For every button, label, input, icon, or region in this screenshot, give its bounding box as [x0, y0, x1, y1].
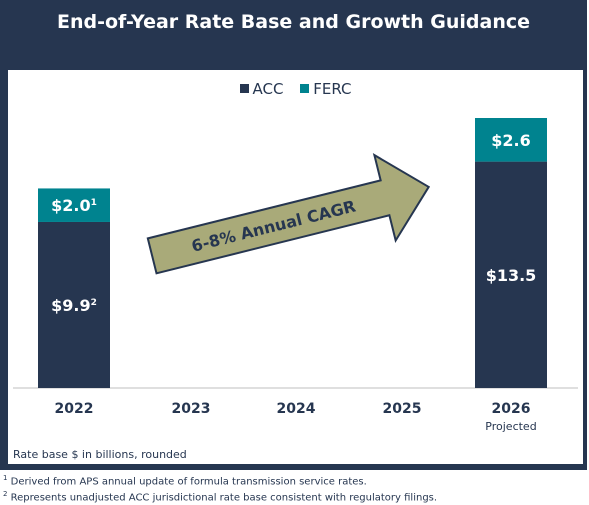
- plot-panel: $9.92 $2.01 2022 2023 2024 2025 $13.5 $2.6 2026 P…: [8, 70, 583, 464]
- legend-item-ferc: FERC: [300, 80, 352, 98]
- data-label-ferc-2022: $2.01: [51, 196, 97, 215]
- chart-title: End-of-Year Rate Base and Growth Guidanc…: [56, 11, 530, 33]
- x-tick-label-2023: 2023: [172, 401, 211, 417]
- bar-chart: $9.92 $2.01 2022 2023 2024 2025 $13.5 $2.6 2026 P…: [13, 118, 578, 433]
- bar-ferc-2026: [475, 118, 547, 162]
- chart-frame: End-of-Year Rate Base and Growth Guidanc…: [0, 0, 587, 470]
- data-label-ferc-2026: $2.6: [491, 131, 530, 150]
- bar-ferc-2022: [38, 188, 110, 222]
- x-tick-sublabel-2026: Projected: [485, 420, 536, 433]
- bar-acc-2022: [38, 221, 110, 388]
- growth-arrow-shape: [146, 153, 431, 275]
- legend-item-acc: ACC: [239, 80, 284, 98]
- x-tick-label-2026: 2026: [492, 401, 531, 417]
- data-label-acc-2026: $13.5: [486, 266, 537, 285]
- footnotes: 1 Derived from APS annual update of form…: [3, 472, 437, 505]
- legend: ACC FERC: [8, 80, 583, 98]
- footnote-1: 1 Derived from APS annual update of form…: [3, 474, 367, 488]
- footnote-2: 2 Represents unadjusted ACC jurisdiction…: [3, 490, 438, 504]
- legend-label-ferc: FERC: [313, 80, 352, 98]
- x-tick-label-2022: 2022: [55, 401, 94, 417]
- unit-note: Rate base $ in billions, rounded: [13, 448, 187, 461]
- bar-acc-2026: [475, 161, 547, 388]
- legend-swatch-ferc: [300, 84, 310, 93]
- x-tick-label-2024: 2024: [277, 401, 316, 417]
- legend-label-acc: ACC: [252, 80, 284, 98]
- data-label-acc-2022: $9.92: [51, 296, 97, 315]
- x-tick-label-2025: 2025: [383, 401, 422, 417]
- growth-arrow: 6-8% Annual CAGR: [146, 153, 431, 275]
- legend-swatch-acc: [239, 84, 249, 93]
